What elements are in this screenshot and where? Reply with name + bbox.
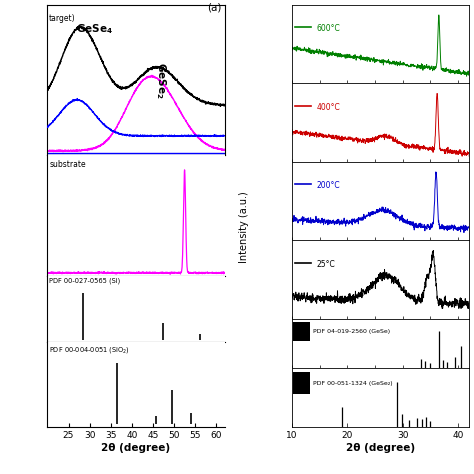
Bar <box>293 372 310 394</box>
Text: PDF 00-004-0051 (SiO$_2$): PDF 00-004-0051 (SiO$_2$) <box>49 345 130 355</box>
Text: Intensity (a.u.): Intensity (a.u.) <box>239 191 249 264</box>
Bar <box>293 322 310 341</box>
Text: PDF 00-051-1324 (GeSe₂): PDF 00-051-1324 (GeSe₂) <box>313 381 392 386</box>
Text: 200°C: 200°C <box>317 181 340 190</box>
Text: $\mathbf{GeSe_4}$: $\mathbf{GeSe_4}$ <box>76 22 113 36</box>
Text: PDF 00-027-0565 (Si): PDF 00-027-0565 (Si) <box>49 278 120 284</box>
Text: (a): (a) <box>207 3 221 13</box>
Text: 400°C: 400°C <box>317 102 341 111</box>
Text: 600°C: 600°C <box>317 24 341 33</box>
X-axis label: 2θ (degree): 2θ (degree) <box>101 443 171 453</box>
Text: PDF 04-019-2560 (GeSe): PDF 04-019-2560 (GeSe) <box>313 329 390 335</box>
Text: $\mathbf{GeSe_2}$: $\mathbf{GeSe_2}$ <box>154 62 167 99</box>
Text: 25°C: 25°C <box>317 260 336 269</box>
Text: target): target) <box>49 14 76 23</box>
Text: substrate: substrate <box>49 160 86 169</box>
X-axis label: 2θ (degree): 2θ (degree) <box>346 443 415 453</box>
